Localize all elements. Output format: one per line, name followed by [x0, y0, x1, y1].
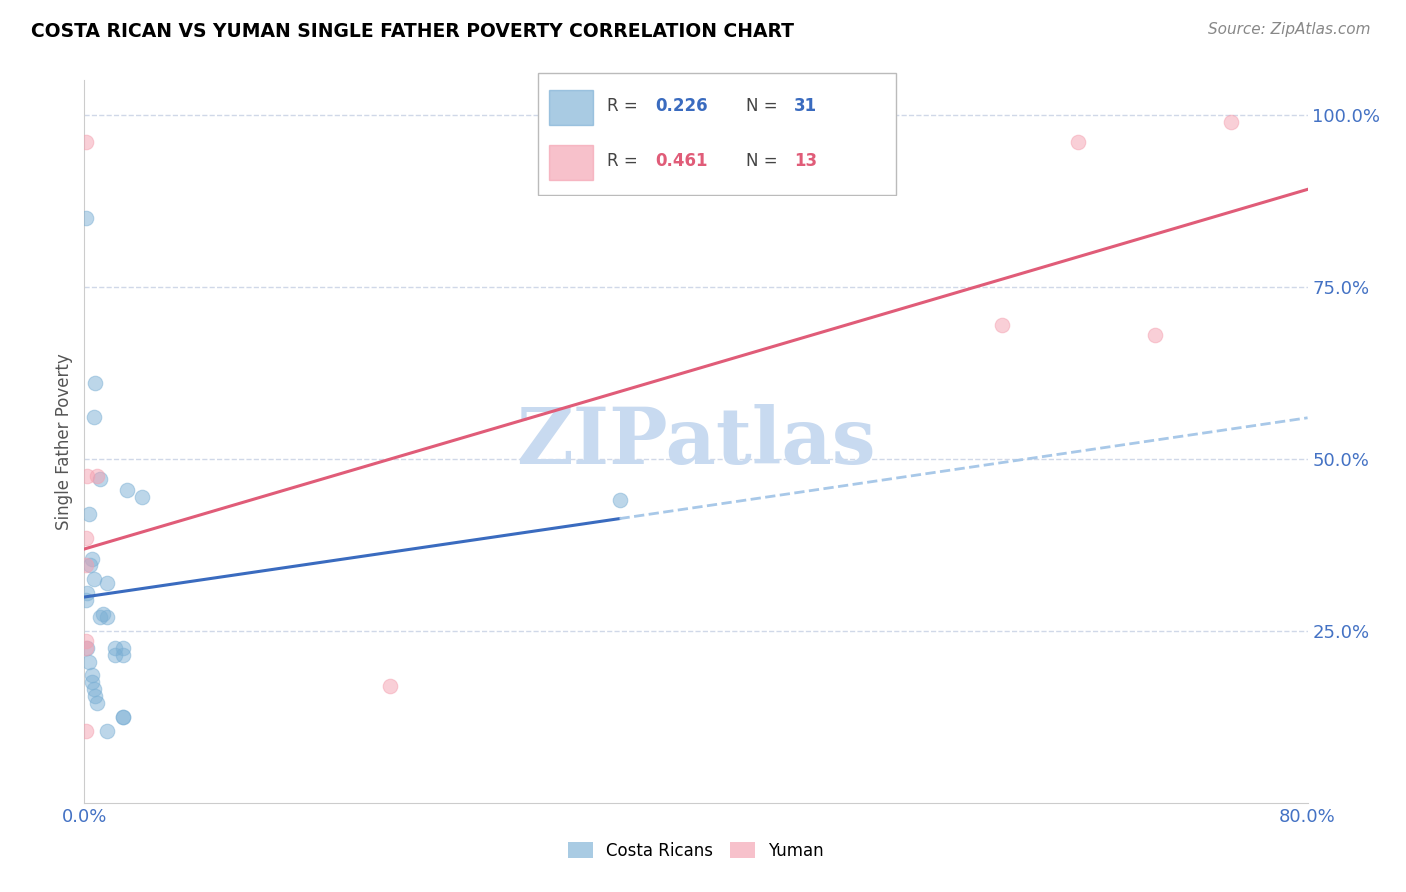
Legend: Costa Ricans, Yuman: Costa Ricans, Yuman — [561, 836, 831, 867]
Point — [80, 675, 103, 690]
FancyBboxPatch shape — [548, 145, 593, 180]
Point — [991, 318, 1014, 332]
Point — [77, 507, 100, 521]
Point — [83, 682, 105, 697]
Text: N =: N = — [747, 97, 783, 115]
Point — [83, 572, 105, 586]
Text: 31: 31 — [794, 97, 817, 115]
Point — [111, 710, 134, 724]
Point — [84, 689, 107, 703]
Text: R =: R = — [607, 153, 644, 170]
Point — [89, 610, 111, 624]
Point — [80, 551, 103, 566]
Point — [80, 668, 103, 682]
Point — [75, 640, 97, 655]
Point — [111, 648, 134, 662]
Text: R =: R = — [607, 97, 644, 115]
Point — [115, 483, 138, 497]
Point — [75, 723, 97, 738]
Text: 13: 13 — [794, 153, 817, 170]
Point — [86, 696, 108, 710]
Text: ZIPatlas: ZIPatlas — [516, 403, 876, 480]
Text: N =: N = — [747, 153, 783, 170]
Point — [111, 640, 134, 655]
Point — [75, 531, 97, 545]
Point — [380, 679, 402, 693]
Point — [75, 135, 97, 149]
Point — [75, 634, 97, 648]
Point — [1220, 114, 1243, 128]
Point — [104, 648, 127, 662]
Point — [79, 558, 101, 573]
Point — [76, 469, 98, 483]
Point — [91, 607, 114, 621]
Point — [83, 410, 105, 425]
Point — [86, 469, 108, 483]
Point — [131, 490, 153, 504]
Point — [96, 575, 118, 590]
Text: COSTA RICAN VS YUMAN SINGLE FATHER POVERTY CORRELATION CHART: COSTA RICAN VS YUMAN SINGLE FATHER POVER… — [31, 22, 794, 41]
Point — [609, 493, 631, 508]
Point — [75, 558, 97, 573]
Point — [1067, 135, 1090, 149]
Point — [104, 640, 127, 655]
FancyBboxPatch shape — [538, 72, 896, 195]
Point — [76, 586, 98, 600]
Point — [96, 723, 118, 738]
Text: 0.226: 0.226 — [655, 97, 707, 115]
Point — [77, 655, 100, 669]
Point — [75, 211, 97, 225]
Point — [111, 710, 134, 724]
Text: 0.461: 0.461 — [655, 153, 707, 170]
FancyBboxPatch shape — [548, 90, 593, 125]
Point — [75, 592, 97, 607]
Point — [76, 640, 98, 655]
Point — [89, 472, 111, 486]
Y-axis label: Single Father Poverty: Single Father Poverty — [55, 353, 73, 530]
Text: Source: ZipAtlas.com: Source: ZipAtlas.com — [1208, 22, 1371, 37]
Point — [1143, 327, 1166, 342]
Point — [84, 376, 107, 390]
Point — [96, 610, 118, 624]
